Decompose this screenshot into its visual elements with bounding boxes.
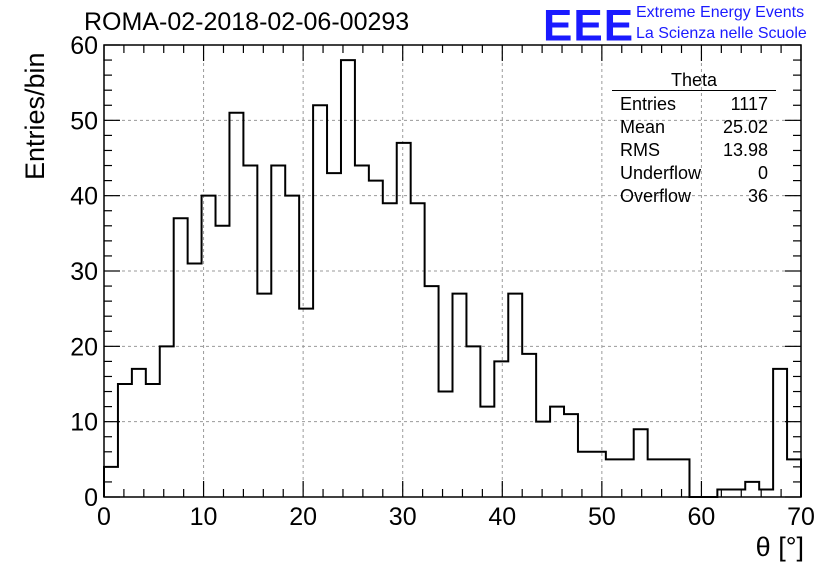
x-tick-label: 40 [488, 503, 516, 531]
histogram-bin [327, 173, 341, 497]
histogram-bin [243, 166, 257, 497]
x-tick-label: 70 [787, 503, 815, 531]
stats-value: 13.98 [722, 140, 768, 160]
histogram-bin [411, 203, 425, 497]
histogram-bin [383, 203, 397, 497]
stats-value: 36 [747, 186, 768, 206]
logo-line-2: La Scienza nelle Scuole [636, 25, 807, 42]
histogram-bin [313, 105, 327, 497]
x-tick-label: 30 [389, 503, 417, 531]
histogram-bin [202, 196, 216, 497]
stats-value: 25.02 [722, 117, 768, 137]
histogram-bin [480, 407, 494, 497]
eee-logo-text: Extreme Energy Events La Scienza nelle S… [636, 2, 807, 44]
histogram-bin [676, 459, 690, 497]
histogram-bin [229, 113, 243, 497]
histogram-bin [188, 263, 202, 497]
stats-row-underflow: Underflow 0 [612, 162, 776, 185]
stats-row-rms: RMS 13.98 [612, 139, 776, 162]
logo-line-1: Extreme Energy Events [636, 4, 805, 21]
histogram-bin [536, 422, 550, 497]
histogram-bin [299, 309, 313, 497]
y-tick-label: 50 [70, 107, 98, 135]
histogram-bin [564, 414, 578, 497]
chart-title: ROMA-02-2018-02-06-00293 [84, 8, 410, 36]
histogram-bin [662, 459, 676, 497]
stats-row-entries: Entries 1117 [612, 93, 776, 116]
x-tick-label: 60 [688, 503, 716, 531]
y-tick-label: 40 [70, 183, 98, 211]
histogram-bin [466, 346, 480, 497]
x-axis-label: θ [°] [755, 532, 804, 562]
stats-label: Entries [620, 94, 677, 114]
histogram-bin [522, 354, 536, 497]
stats-value: 0 [757, 163, 768, 183]
stats-label: Mean [620, 117, 666, 137]
histogram-bin [578, 452, 592, 497]
y-tick-label: 30 [70, 258, 98, 286]
stats-value: 1117 [730, 94, 768, 114]
histogram-bin [355, 166, 369, 497]
histogram-bin [773, 369, 787, 497]
histogram-bin [759, 489, 773, 497]
x-tick-label: 50 [588, 503, 616, 531]
stats-label: Underflow [620, 163, 702, 183]
histogram-bin [620, 459, 634, 497]
histogram-bin [606, 459, 620, 497]
histogram-bin [160, 346, 174, 497]
y-tick-label: 0 [84, 484, 98, 512]
histogram-bin [397, 143, 411, 497]
histogram-bin [216, 226, 230, 497]
histogram-bin [146, 384, 160, 497]
histogram-bin [634, 429, 648, 497]
histogram-bin [425, 286, 439, 497]
histogram-bin [745, 482, 759, 497]
eee-logo: EEE [543, 0, 635, 51]
x-tick-label: 0 [97, 503, 111, 531]
histogram-bin [550, 407, 564, 497]
histogram-bin [132, 369, 146, 497]
histogram-bin [174, 218, 188, 497]
histogram-bin [508, 294, 522, 497]
histogram-bin [787, 459, 801, 497]
histogram-bin [453, 294, 467, 497]
histogram-bin [104, 467, 118, 497]
histogram-bin [717, 489, 731, 497]
histogram-outline [103, 59, 802, 498]
x-tick-label: 10 [190, 503, 218, 531]
histogram-bin [731, 489, 745, 497]
stats-label: Overflow [620, 186, 692, 206]
plot-frame [103, 44, 802, 498]
histogram-bin [271, 166, 285, 497]
histogram-bin [648, 459, 662, 497]
histogram-bin [257, 294, 271, 497]
histogram-bin [285, 196, 299, 497]
histogram-bin [118, 384, 132, 497]
y-tick-label: 60 [70, 32, 98, 60]
stats-box: Theta Entries 1117 Mean 25.02 RMS 13.98 … [612, 70, 776, 208]
histogram-bin [494, 361, 508, 497]
stats-label: RMS [620, 140, 660, 160]
histogram-bin [341, 60, 355, 497]
stats-row-mean: Mean 25.02 [612, 116, 776, 139]
y-tick-label: 20 [70, 333, 98, 361]
stats-row-overflow: Overflow 36 [612, 185, 776, 208]
x-tick-label: 20 [289, 503, 317, 531]
y-tick-label: 10 [70, 409, 98, 437]
stats-box-title: Theta [612, 70, 776, 91]
histogram-bin [369, 181, 383, 497]
histogram-bin [439, 392, 453, 497]
y-axis-label: Entries/bin [20, 52, 50, 180]
histogram-bin [592, 452, 606, 497]
